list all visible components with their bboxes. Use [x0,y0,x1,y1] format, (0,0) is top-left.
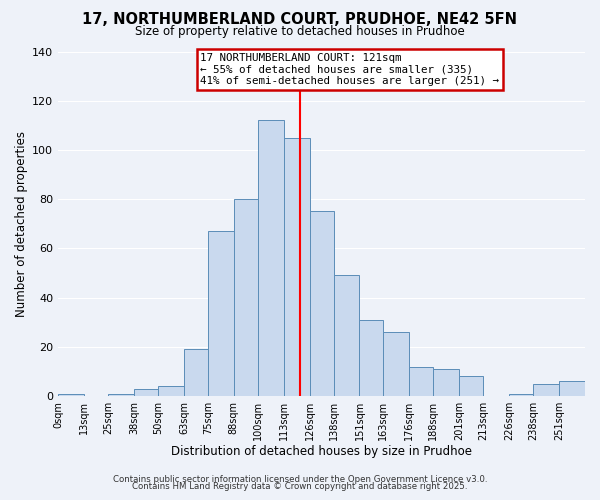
Bar [533,384,559,396]
Text: Size of property relative to detached houses in Prudhoe: Size of property relative to detached ho… [135,25,465,38]
Bar [284,138,310,396]
Bar [459,376,483,396]
X-axis label: Distribution of detached houses by size in Prudhoe: Distribution of detached houses by size … [171,444,472,458]
Bar [433,369,459,396]
Bar [359,320,383,396]
Text: 17, NORTHUMBERLAND COURT, PRUDHOE, NE42 5FN: 17, NORTHUMBERLAND COURT, PRUDHOE, NE42 … [83,12,517,28]
Text: Contains public sector information licensed under the Open Government Licence v3: Contains public sector information licen… [113,474,487,484]
Y-axis label: Number of detached properties: Number of detached properties [15,131,28,317]
Bar [310,212,334,396]
Bar [409,366,433,396]
Bar [559,382,585,396]
Text: 17 NORTHUMBERLAND COURT: 121sqm
← 55% of detached houses are smaller (335)
41% o: 17 NORTHUMBERLAND COURT: 121sqm ← 55% of… [200,53,499,86]
Bar [158,386,184,396]
Bar [334,276,359,396]
Bar [509,394,533,396]
Text: Contains HM Land Registry data © Crown copyright and database right 2025.: Contains HM Land Registry data © Crown c… [132,482,468,491]
Bar [258,120,284,396]
Bar [383,332,409,396]
Bar [234,199,258,396]
Bar [108,394,134,396]
Bar [208,231,234,396]
Bar [184,350,208,396]
Bar [134,388,158,396]
Bar [58,394,84,396]
